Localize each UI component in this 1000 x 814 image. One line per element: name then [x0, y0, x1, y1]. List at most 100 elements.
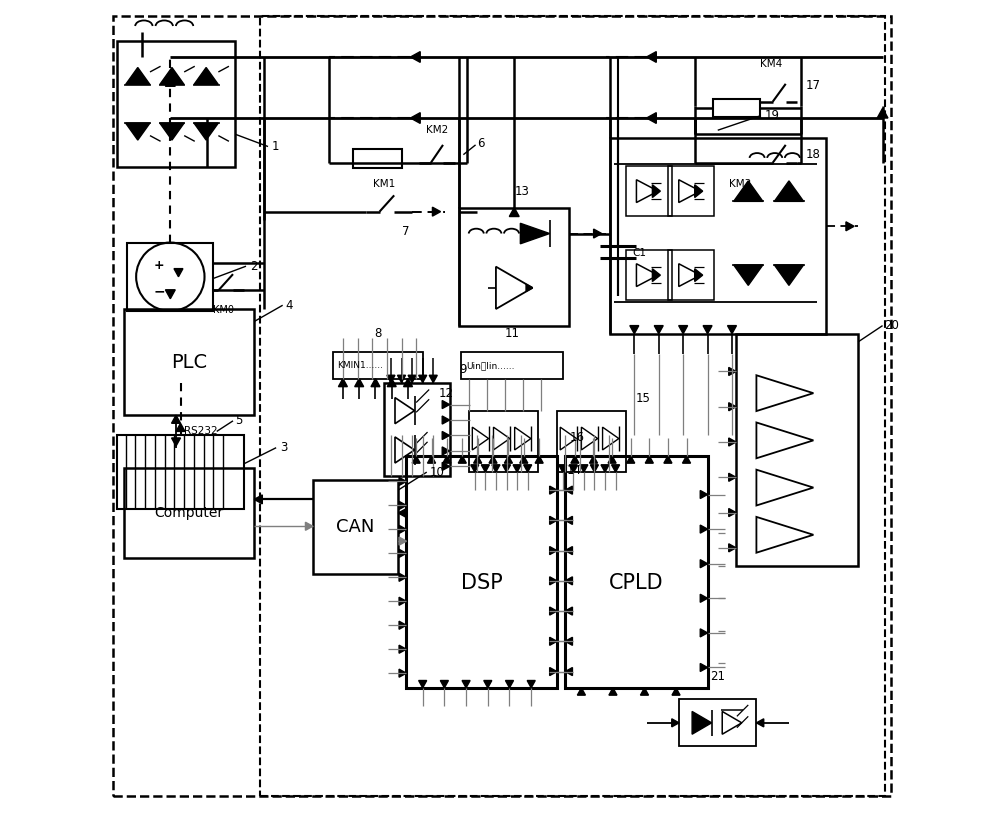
Polygon shape [589, 456, 598, 463]
Polygon shape [502, 465, 511, 472]
Polygon shape [481, 465, 489, 472]
Polygon shape [397, 375, 406, 383]
Polygon shape [428, 456, 436, 463]
Polygon shape [419, 375, 427, 383]
Polygon shape [399, 669, 406, 677]
Bar [353, 149, 402, 168]
Polygon shape [565, 667, 572, 676]
Polygon shape [627, 456, 635, 463]
Polygon shape [664, 456, 672, 463]
Polygon shape [700, 491, 708, 498]
Polygon shape [729, 403, 736, 411]
Polygon shape [520, 223, 550, 244]
Polygon shape [338, 379, 347, 387]
Polygon shape [774, 265, 804, 286]
Polygon shape [165, 290, 175, 299]
Text: 15: 15 [636, 392, 651, 405]
Text: 5: 5 [235, 414, 242, 427]
Polygon shape [654, 189, 658, 194]
Polygon shape [462, 681, 470, 688]
Polygon shape [399, 537, 406, 545]
Polygon shape [172, 438, 181, 446]
Polygon shape [399, 597, 406, 606]
Polygon shape [387, 375, 395, 383]
Polygon shape [254, 495, 262, 504]
Polygon shape [509, 208, 519, 217]
Bar [679, 699, 756, 746]
Polygon shape [410, 51, 420, 63]
Polygon shape [700, 525, 708, 533]
Polygon shape [513, 465, 521, 472]
Text: Computer: Computer [154, 505, 224, 520]
Polygon shape [172, 415, 181, 423]
Text: Uin、Iin......: Uin、Iin...... [466, 361, 514, 370]
Text: KM3: KM3 [729, 179, 751, 189]
Polygon shape [565, 546, 572, 554]
Polygon shape [647, 112, 656, 124]
Polygon shape [672, 688, 680, 695]
Polygon shape [696, 189, 700, 194]
Polygon shape [630, 326, 639, 334]
Text: 12: 12 [439, 387, 454, 400]
Polygon shape [550, 637, 557, 646]
Bar [626, 250, 672, 300]
Polygon shape [160, 123, 184, 140]
Polygon shape [700, 560, 708, 567]
Bar [668, 250, 714, 300]
Polygon shape [565, 516, 572, 524]
Polygon shape [504, 456, 512, 463]
Text: KM0: KM0 [213, 305, 234, 315]
Polygon shape [489, 456, 497, 463]
Polygon shape [432, 208, 441, 216]
Bar [713, 99, 760, 117]
Polygon shape [408, 375, 416, 383]
Polygon shape [471, 465, 479, 472]
Polygon shape [580, 465, 588, 472]
Polygon shape [355, 379, 364, 387]
Polygon shape [692, 711, 712, 734]
Text: RS232: RS232 [184, 427, 218, 436]
Polygon shape [550, 667, 557, 676]
Bar [313, 480, 398, 574]
Text: 6: 6 [477, 137, 485, 150]
Text: 14: 14 [567, 464, 582, 477]
Polygon shape [569, 465, 577, 472]
Bar [260, 16, 885, 796]
Polygon shape [126, 123, 150, 140]
Polygon shape [594, 229, 602, 238]
Text: 2: 2 [250, 260, 258, 273]
Polygon shape [550, 486, 557, 494]
Polygon shape [565, 577, 572, 585]
Bar [333, 352, 423, 379]
Polygon shape [695, 185, 703, 198]
Polygon shape [474, 456, 482, 463]
Text: CPLD: CPLD [609, 573, 664, 593]
Bar [117, 435, 244, 509]
Polygon shape [442, 462, 450, 470]
Polygon shape [654, 273, 658, 278]
Polygon shape [305, 523, 313, 530]
Polygon shape [520, 456, 528, 463]
Polygon shape [527, 681, 535, 688]
Polygon shape [652, 269, 660, 282]
Bar [565, 456, 708, 688]
Polygon shape [703, 326, 712, 334]
Bar [384, 383, 450, 476]
Polygon shape [565, 607, 572, 615]
Text: C1: C1 [633, 247, 647, 258]
Text: 16: 16 [569, 431, 584, 444]
Text: KM1: KM1 [373, 179, 396, 189]
Polygon shape [695, 269, 703, 282]
Polygon shape [729, 367, 736, 375]
Polygon shape [729, 509, 736, 517]
Text: KM2: KM2 [426, 125, 448, 135]
Polygon shape [399, 646, 406, 654]
Text: 3: 3 [280, 441, 288, 454]
Polygon shape [492, 465, 500, 472]
Polygon shape [442, 431, 450, 440]
Polygon shape [672, 719, 679, 727]
Polygon shape [734, 181, 763, 201]
Bar [127, 243, 213, 311]
Polygon shape [399, 477, 406, 485]
Polygon shape [126, 68, 150, 85]
